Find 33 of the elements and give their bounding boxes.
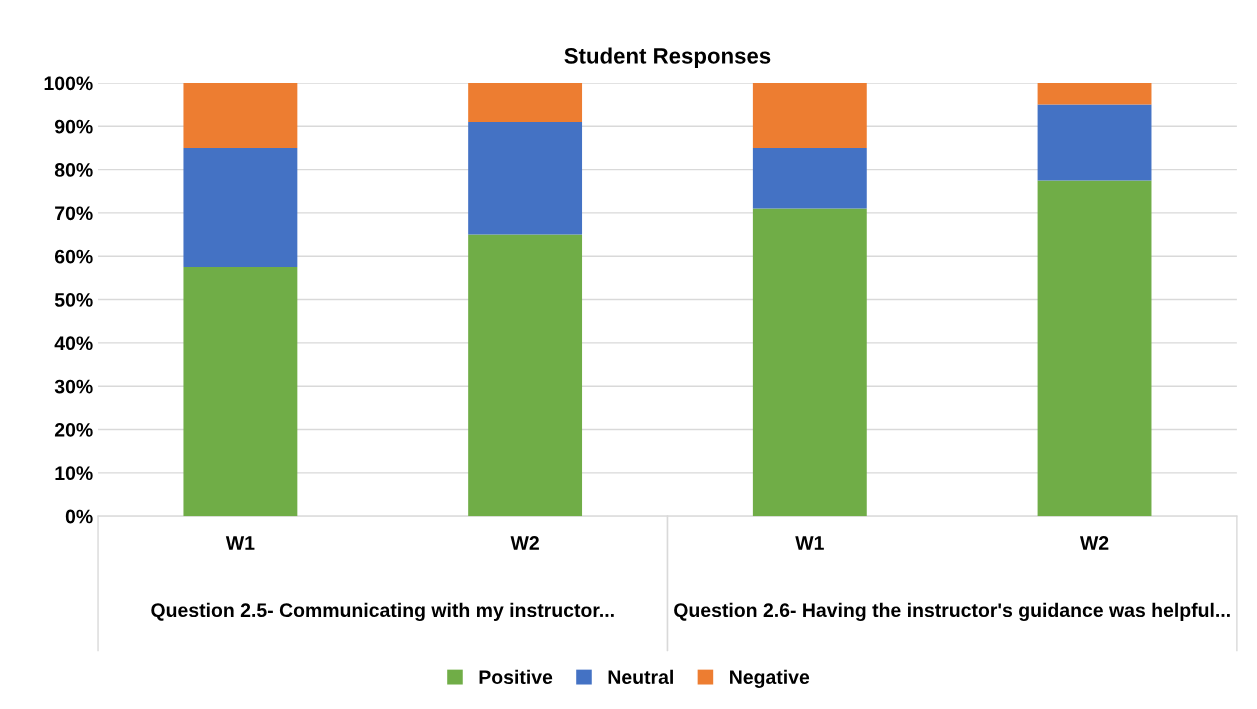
- bar: [183, 82, 298, 148]
- bar: [752, 208, 867, 517]
- chart-title: Student Responses: [564, 47, 771, 69]
- y-tick-label: 30%: [54, 379, 93, 394]
- bar: [1037, 104, 1152, 181]
- y-tick-label: 90%: [54, 119, 93, 134]
- y-tick-label: 40%: [54, 336, 93, 351]
- x-tick-label: W1: [225, 536, 255, 550]
- y-tick-label: 80%: [54, 163, 93, 177]
- bar: [1037, 82, 1152, 105]
- bar: [468, 82, 583, 122]
- y-tick-label: 70%: [55, 206, 93, 221]
- x-tick-label: W2: [510, 536, 539, 550]
- y-tick-label: 60%: [54, 249, 93, 264]
- legend-label: Neutral: [608, 669, 673, 685]
- y-tick-label: 10%: [55, 466, 93, 481]
- y-tick-label: 0%: [65, 509, 93, 524]
- text: Question 2.6- Having the instructor's guidance was helpful...: [674, 602, 1230, 621]
- bar: [752, 147, 867, 209]
- text: Question 2.5- Communicating with my instructor...: [151, 602, 614, 621]
- bar: [468, 121, 583, 235]
- bar: [752, 82, 867, 148]
- y-tick-label: 20%: [54, 422, 93, 437]
- bar: [1037, 180, 1152, 517]
- y-tick-label: 50%: [54, 293, 93, 307]
- legend-label: Positive: [479, 669, 553, 685]
- x-tick-label: W1: [795, 536, 824, 550]
- x-tick-label: W2: [1079, 536, 1109, 550]
- y-tick-label: 100%: [44, 76, 93, 91]
- legend-label: Negative: [730, 669, 810, 688]
- bar: [183, 147, 298, 268]
- bar: [183, 267, 298, 517]
- bar: [468, 234, 583, 517]
